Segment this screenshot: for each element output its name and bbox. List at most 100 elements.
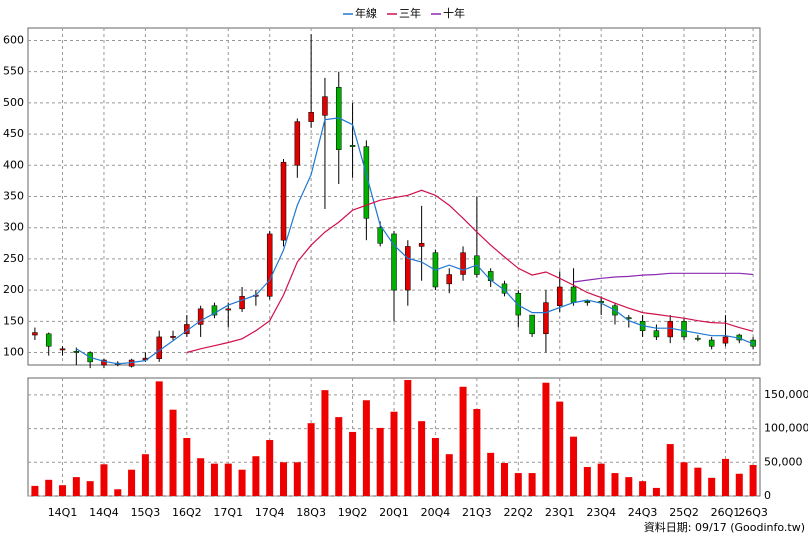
volume-bar: [694, 467, 702, 496]
volume-bar: [197, 458, 205, 496]
candle-body: [73, 351, 80, 353]
y2-tick-label: 150,000: [764, 388, 808, 401]
volume-bar: [542, 382, 550, 496]
candle-body: [653, 330, 660, 338]
volume-bar: [238, 469, 246, 496]
candle-body: [418, 243, 425, 247]
y-tick-label: 300: [3, 221, 24, 234]
volume-bar: [639, 481, 647, 496]
volume-bar: [735, 473, 743, 496]
candle-body: [32, 332, 38, 336]
volume-bar: [100, 464, 108, 496]
volume-bar: [183, 438, 191, 496]
volume-bar: [114, 489, 122, 496]
volume-bar: [31, 485, 39, 496]
y-tick-label: 450: [3, 127, 24, 140]
ma-line: [573, 272, 754, 283]
volume-bar: [390, 411, 398, 496]
candle-body: [239, 296, 245, 310]
x-tick-label: 21Q3: [462, 506, 492, 519]
candle-body: [681, 321, 687, 338]
volume-bar: [708, 477, 716, 496]
volume-bar: [749, 464, 757, 496]
x-tick-label: 14Q1: [48, 506, 78, 519]
volume-bar: [141, 454, 149, 496]
candle-body: [529, 314, 535, 335]
x-tick-label: 17Q4: [255, 506, 285, 519]
candle-body: [211, 305, 218, 316]
x-tick-label: 23Q4: [586, 506, 616, 519]
x-tick-label: 26Q1: [711, 506, 741, 519]
volume-bar: [266, 440, 274, 496]
candle-body: [405, 246, 411, 291]
volume-bar: [611, 473, 619, 496]
footer: 資料日期: 09/17 (Goodinfo.tw): [644, 520, 805, 534]
x-tick-label: 16Q2: [172, 506, 202, 519]
x-tick-label: 17Q1: [213, 506, 243, 519]
legend-label: 三年: [399, 6, 421, 20]
x-tick-label: 23Q1: [545, 506, 575, 519]
candle-body: [197, 308, 204, 325]
volume-bar: [210, 463, 218, 496]
candle-body: [556, 286, 563, 306]
volume-bar: [597, 463, 605, 496]
candle-body: [570, 286, 577, 303]
volume-bar: [224, 463, 232, 496]
candle-body: [170, 336, 176, 338]
volume-bar: [349, 431, 357, 496]
candle-body: [294, 121, 301, 166]
candle-body: [280, 161, 287, 241]
volume-bar: [514, 473, 522, 496]
candle-body: [460, 252, 466, 275]
x-tick-label: 24Q3: [628, 506, 658, 519]
volume-bar: [487, 452, 495, 496]
volume-bar: [431, 438, 439, 496]
volume-bar: [459, 386, 467, 496]
x-tick-label: 25Q2: [669, 506, 699, 519]
volume-bar: [45, 479, 53, 496]
x-tick-label: 19Q2: [338, 506, 368, 519]
volume-bar: [500, 462, 508, 496]
y2-tick-label: 100,000: [764, 422, 808, 435]
y-tick-label: 100: [3, 346, 24, 359]
volume-bar: [445, 454, 453, 496]
candle-body: [543, 302, 549, 335]
y2-tick-label: 50,000: [764, 455, 803, 468]
candle-body: [722, 336, 729, 344]
x-tick-label: 20Q4: [421, 506, 451, 519]
volume-bar: [625, 477, 633, 496]
volume-bar: [473, 409, 481, 496]
y-tick-label: 150: [3, 314, 24, 327]
ma-line: [186, 189, 754, 354]
candle-body: [59, 348, 66, 351]
candle-body: [391, 233, 397, 291]
candle-body: [225, 308, 232, 311]
x-tick-label: 15Q3: [131, 506, 161, 519]
x-tick-label: 20Q1: [379, 506, 409, 519]
volume-bar: [128, 469, 136, 496]
candle-body: [308, 112, 314, 122]
candle-body: [349, 145, 356, 147]
y-tick-label: 350: [3, 190, 24, 203]
legend-label: 年線: [355, 6, 377, 20]
ma-line: [75, 117, 754, 365]
volume-bar: [335, 417, 343, 496]
candle-body: [266, 233, 273, 297]
volume-bar: [293, 462, 301, 496]
volume-bar: [666, 444, 674, 496]
volume-bar: [404, 380, 412, 496]
candle-body: [156, 336, 162, 360]
x-tick-label: 18Q3: [296, 506, 326, 519]
candle-body: [695, 337, 701, 340]
volume-bar: [280, 462, 288, 496]
volume-bar: [307, 423, 315, 496]
y2-tick-label: 0: [764, 489, 771, 502]
y-tick-label: 250: [3, 252, 24, 265]
volume-bar: [652, 487, 660, 496]
volume-bar: [556, 401, 564, 496]
volume-bar: [59, 485, 67, 496]
candle-body: [515, 292, 522, 316]
x-tick-label: 26Q3: [738, 506, 768, 519]
